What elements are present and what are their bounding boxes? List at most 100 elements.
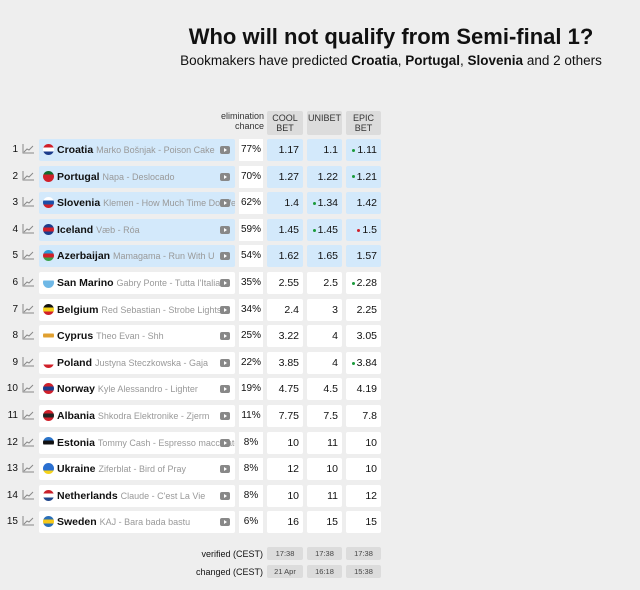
odds-coolbet[interactable]: 10 [267, 431, 303, 454]
video-play-icon[interactable] [220, 332, 230, 341]
video-play-icon[interactable] [220, 305, 230, 314]
odds-unibet[interactable]: 4.5 [307, 378, 342, 401]
country-entry[interactable]: Portugal Napa - Deslocado [39, 165, 235, 188]
odds-unibet[interactable]: 7.5 [307, 405, 342, 427]
header-epicbet[interactable]: EPIC BET [346, 111, 381, 135]
odds-coolbet[interactable]: 10 [267, 484, 303, 507]
country-entry[interactable]: Azerbaijan Mamagama - Run With U [39, 245, 235, 268]
country-entry[interactable]: Croatia Marko Bošnjak - Poison Cake [39, 139, 235, 161]
chart-icon[interactable] [22, 383, 34, 393]
chart-icon[interactable] [22, 303, 34, 314]
odds-epicbet[interactable]: 1.5 [346, 218, 381, 241]
odds-coolbet[interactable]: 2.55 [267, 272, 303, 294]
odds-coolbet[interactable]: 1.17 [267, 139, 303, 161]
chart-icon[interactable] [22, 356, 34, 367]
video-play-icon[interactable] [220, 518, 230, 527]
video-play-icon[interactable] [220, 279, 230, 287]
table-row: 15 Sweden KAJ - Bara bada bastu 6% 16 15 15 [0, 511, 390, 534]
video-play-icon[interactable] [220, 252, 230, 261]
video-play-icon[interactable] [220, 172, 230, 181]
chart-icon[interactable] [22, 250, 34, 260]
odds-coolbet[interactable]: 12 [267, 458, 303, 481]
flag-icon [43, 410, 54, 421]
video-play-icon[interactable] [220, 358, 230, 367]
video-play-icon[interactable] [220, 225, 230, 234]
odds-unibet[interactable]: 11 [307, 484, 342, 507]
odds-epicbet[interactable]: 3.05 [346, 325, 381, 348]
odds-epicbet[interactable]: 4.19 [346, 378, 381, 401]
chart-icon[interactable] [22, 463, 34, 473]
odds-epicbet[interactable]: 10 [346, 431, 381, 454]
odds-unibet[interactable]: 1.65 [307, 245, 342, 268]
odds-unibet[interactable]: 4 [307, 325, 342, 348]
video-play-icon[interactable] [220, 465, 230, 474]
odds-epicbet[interactable]: 7.8 [346, 405, 381, 427]
odds-unibet[interactable]: 10 [307, 458, 342, 481]
chart-icon[interactable] [22, 170, 34, 181]
odds-unibet[interactable]: 15 [307, 511, 342, 534]
video-play-icon[interactable] [220, 146, 230, 154]
country-name: Ukraine [57, 463, 96, 476]
odds-unibet[interactable]: 2.5 [307, 272, 342, 294]
odds-unibet[interactable]: 11 [307, 431, 342, 454]
odds-epicbet[interactable]: 3.84 [346, 351, 381, 374]
odds-coolbet[interactable]: 7.75 [267, 405, 303, 427]
odds-coolbet[interactable]: 3.85 [267, 351, 303, 374]
country-entry[interactable]: Netherlands Claude - C'est La Vie [39, 484, 235, 507]
odds-unibet[interactable]: 1.1 [307, 139, 342, 161]
odds-unibet[interactable]: 3 [307, 298, 342, 321]
country-entry[interactable]: Albania Shkodra Elektronike - Zjerm [39, 405, 235, 427]
country-entry[interactable]: Cyprus Theo Evan - Shh [39, 325, 235, 348]
odds-epicbet[interactable]: 2.28 [346, 272, 381, 294]
header-unibet[interactable]: UNIBET [307, 111, 342, 135]
table-row: 14 Netherlands Claude - C'est La Vie 8% 1… [0, 484, 390, 507]
odds-coolbet[interactable]: 16 [267, 511, 303, 534]
odds-epicbet[interactable]: 1.57 [346, 245, 381, 268]
video-play-icon[interactable] [220, 412, 230, 420]
odds-coolbet[interactable]: 1.27 [267, 165, 303, 188]
odds-coolbet[interactable]: 2.4 [267, 298, 303, 321]
odds-coolbet[interactable]: 3.22 [267, 325, 303, 348]
odds-epicbet[interactable]: 15 [346, 511, 381, 534]
video-play-icon[interactable] [220, 199, 230, 208]
odds-unibet[interactable]: 4 [307, 351, 342, 374]
odds-coolbet[interactable]: 4.75 [267, 378, 303, 401]
chart-icon[interactable] [22, 489, 34, 500]
chart-icon[interactable] [22, 277, 34, 287]
header-coolbet[interactable]: COOL BET [267, 111, 303, 135]
odds-coolbet[interactable]: 1.62 [267, 245, 303, 268]
odds-epicbet[interactable]: 12 [346, 484, 381, 507]
country-entry[interactable]: Belgium Red Sebastian - Strobe Lights [39, 298, 235, 321]
odds-unibet[interactable]: 1.22 [307, 165, 342, 188]
chart-icon[interactable] [22, 516, 34, 526]
country-entry[interactable]: Slovenia Klemen - How Much Time Do We ..… [39, 192, 235, 215]
country-entry[interactable]: Poland Justyna Steczkowska - Gaja [39, 351, 235, 374]
odds-epicbet[interactable]: 1.42 [346, 192, 381, 215]
video-play-icon[interactable] [220, 385, 230, 394]
chart-icon[interactable] [22, 197, 34, 207]
odds-epicbet[interactable]: 1.11 [346, 139, 381, 161]
rank: 7 [12, 303, 18, 315]
odds-coolbet[interactable]: 1.4 [267, 192, 303, 215]
odds-epicbet[interactable]: 10 [346, 458, 381, 481]
chart-icon[interactable] [22, 144, 34, 154]
odds-epicbet[interactable]: 2.25 [346, 298, 381, 321]
odds-epicbet[interactable]: 1.21 [346, 165, 381, 188]
odds-coolbet[interactable]: 1.45 [267, 218, 303, 241]
country-entry[interactable]: Norway Kyle Alessandro - Lighter [39, 378, 235, 401]
chart-icon[interactable] [22, 436, 34, 447]
chart-icon[interactable] [22, 410, 34, 420]
country-entry[interactable]: Iceland Væb - Róa [39, 218, 235, 241]
country-entry[interactable]: San Marino Gabry Ponte - Tutta l'Italia [39, 272, 235, 294]
video-play-icon[interactable] [220, 491, 230, 500]
country-entry[interactable]: Estonia Tommy Cash - Espresso macchiato [39, 431, 235, 454]
odds-unibet[interactable]: 1.45 [307, 218, 342, 241]
country-entry[interactable]: Sweden KAJ - Bara bada bastu [39, 511, 235, 534]
chart-icon[interactable] [22, 330, 34, 340]
elimination-chance: 19% [239, 378, 263, 401]
odds-unibet[interactable]: 1.34 [307, 192, 342, 215]
page-title: Who will not qualify from Semi-final 1? [188, 24, 594, 49]
chart-icon[interactable] [22, 223, 34, 234]
video-play-icon[interactable] [220, 438, 230, 447]
country-entry[interactable]: Ukraine Ziferblat - Bird of Pray [39, 458, 235, 481]
